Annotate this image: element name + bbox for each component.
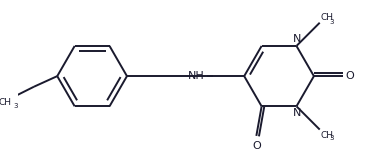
Text: CH: CH bbox=[321, 131, 334, 140]
Text: O: O bbox=[346, 71, 355, 81]
Text: O: O bbox=[252, 141, 261, 150]
Text: CH: CH bbox=[0, 98, 12, 107]
Text: N: N bbox=[294, 108, 302, 119]
Text: N: N bbox=[294, 34, 302, 44]
Text: 3: 3 bbox=[13, 103, 17, 109]
Text: CH: CH bbox=[321, 13, 334, 22]
Text: NH: NH bbox=[188, 71, 205, 81]
Text: 3: 3 bbox=[330, 19, 334, 25]
Text: 3: 3 bbox=[330, 135, 334, 141]
